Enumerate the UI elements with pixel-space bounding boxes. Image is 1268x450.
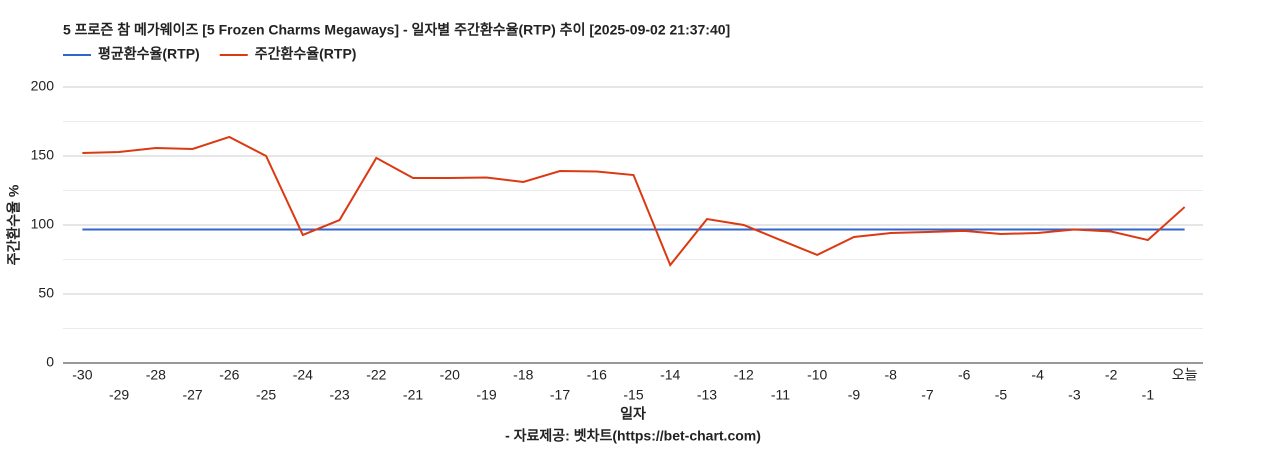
y-axis-title: 주간환수율 % — [6, 184, 22, 265]
x-tick-label: -30 — [72, 367, 92, 383]
x-tick-label: -23 — [329, 387, 349, 403]
x-tick-label: -14 — [660, 367, 680, 383]
x-tick-label: -17 — [550, 387, 570, 403]
x-tick-label: -9 — [848, 387, 861, 403]
y-tick-label: 0 — [46, 354, 54, 370]
source-note: - 자료제공: 벳차트(https://bet-chart.com) — [505, 428, 761, 444]
x-tick-label: -26 — [219, 367, 239, 383]
x-tick-label: -11 — [771, 387, 790, 403]
series-line — [82, 135, 1186, 267]
x-tick-label: -22 — [366, 367, 386, 383]
x-tick-label: -13 — [697, 387, 717, 403]
x-tick-label: -6 — [958, 367, 971, 383]
y-tick-label: 100 — [31, 216, 55, 232]
x-tick-label: -12 — [734, 367, 754, 383]
y-tick-label: 200 — [31, 78, 55, 94]
x-tick-label: -3 — [1068, 387, 1081, 403]
x-tick-label: -19 — [476, 387, 496, 403]
x-tick-label: -28 — [146, 367, 166, 383]
x-axis-title: 일자 — [620, 406, 646, 422]
y-tick-label: 150 — [31, 147, 55, 163]
x-tick-label: -16 — [587, 367, 607, 383]
x-tick-label: -5 — [995, 387, 1008, 403]
x-tick-label: -29 — [109, 387, 129, 403]
x-tick-label: -15 — [623, 387, 643, 403]
x-tick-label: -24 — [293, 367, 313, 383]
x-tick-label: -10 — [807, 367, 827, 383]
x-tick-label: -1 — [1142, 387, 1155, 403]
x-tick-label: -2 — [1105, 367, 1118, 383]
x-tick-label: -27 — [182, 387, 202, 403]
y-tick-label: 50 — [38, 285, 54, 301]
x-tick-label: -20 — [440, 367, 460, 383]
x-tick-label: -25 — [256, 387, 276, 403]
x-tick-label: -7 — [921, 387, 934, 403]
x-tick-label: 오늘 — [1172, 367, 1198, 383]
x-tick-label: -18 — [513, 367, 533, 383]
x-tick-label: -21 — [403, 387, 423, 403]
x-tick-label: -8 — [884, 367, 897, 383]
legend-label: 평균환수율(RTP) — [98, 46, 200, 62]
legend-label: 주간환수율(RTP) — [255, 46, 357, 62]
x-tick-label: -4 — [1031, 367, 1044, 383]
chart-title: 5 프로즌 참 메가웨이즈 [5 Frozen Charms Megaways]… — [63, 22, 730, 38]
